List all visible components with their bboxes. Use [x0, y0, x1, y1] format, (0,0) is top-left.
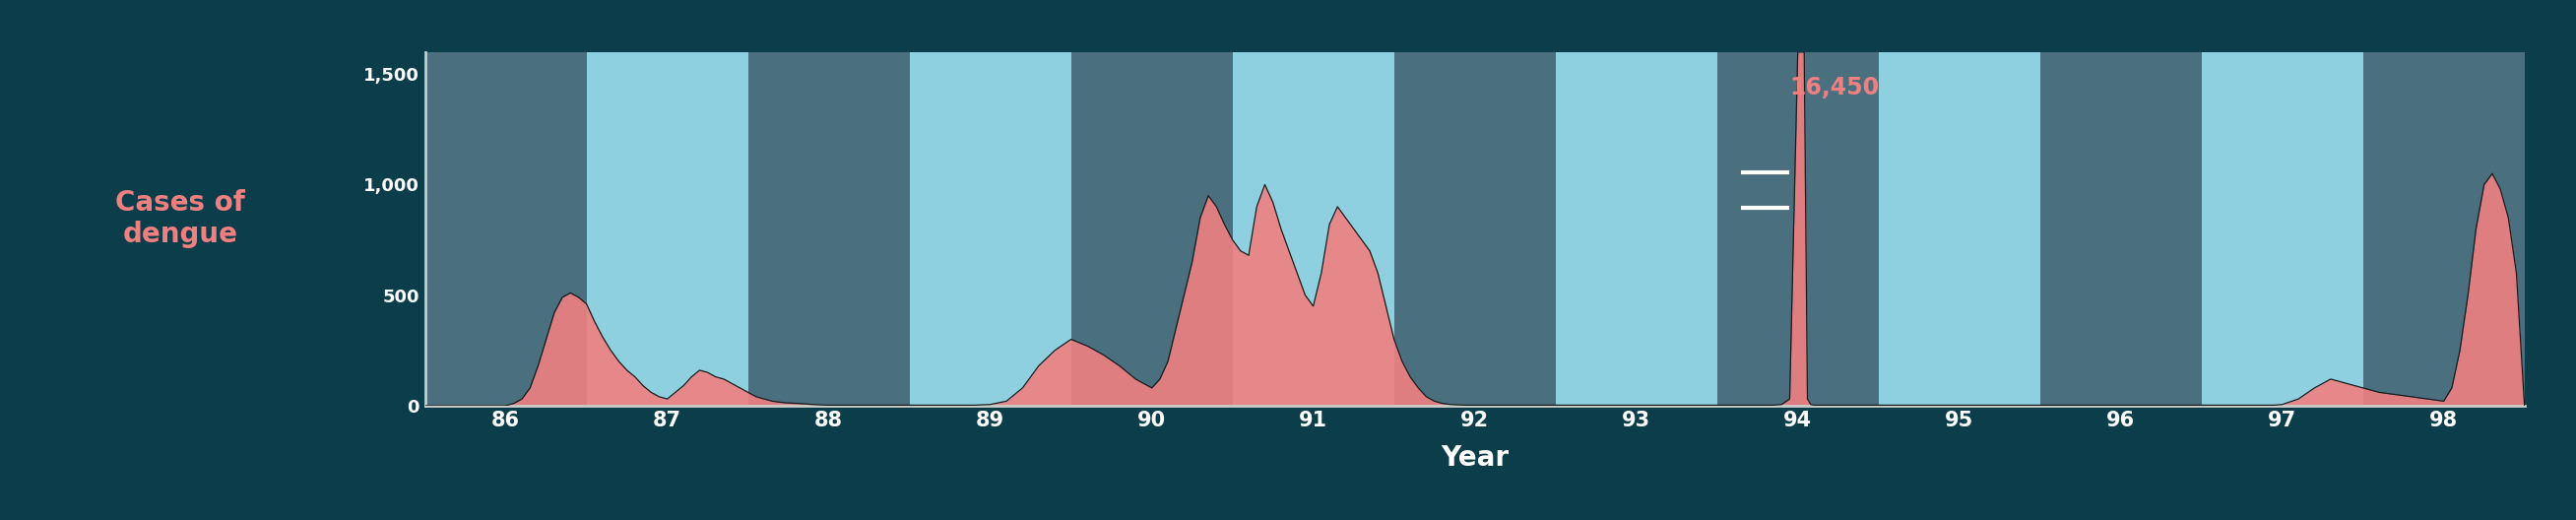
Bar [1718, 52, 1878, 406]
Text: Cases of
dengue: Cases of dengue [116, 189, 245, 248]
Bar [747, 52, 909, 406]
X-axis label: Year: Year [1440, 445, 1510, 472]
Bar [1072, 52, 1231, 406]
Bar [2040, 52, 2202, 406]
Bar [2202, 52, 2362, 406]
Bar [587, 52, 747, 406]
Bar [1878, 52, 2040, 406]
Bar [1394, 52, 1556, 406]
Bar [909, 52, 1072, 406]
Text: 16,450: 16,450 [1790, 75, 1880, 99]
Bar [1231, 52, 1394, 406]
Bar [425, 52, 587, 406]
Bar [2362, 52, 2524, 406]
Bar [1556, 52, 1718, 406]
